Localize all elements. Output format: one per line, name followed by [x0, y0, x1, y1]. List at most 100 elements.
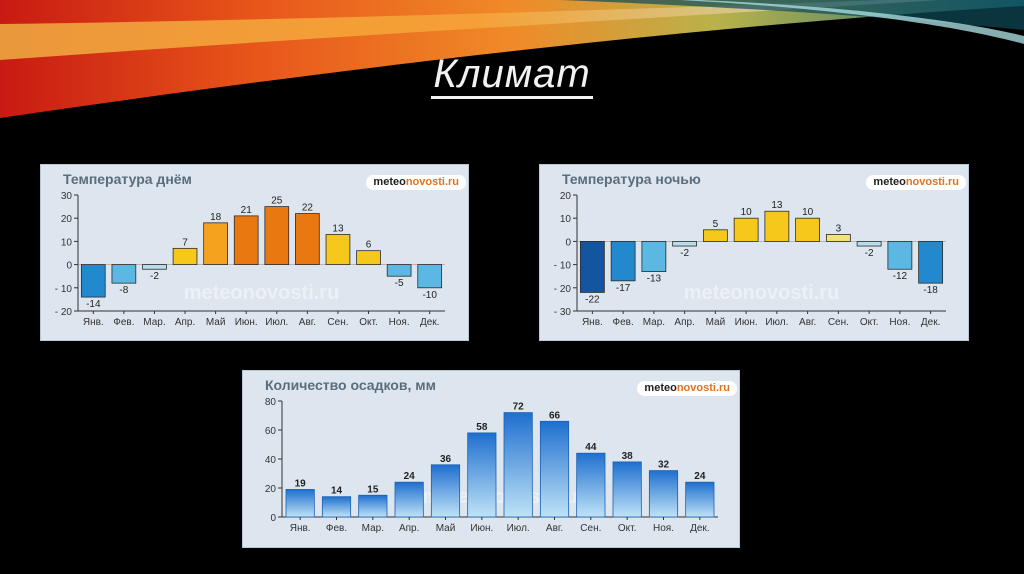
x-tick-label: Фев.: [612, 317, 633, 328]
y-tick-label: 60: [265, 426, 277, 437]
bar-1: [579, 241, 605, 293]
y-tick-label: 0: [270, 513, 276, 524]
bar-8: [295, 213, 320, 266]
watermark-text: meteonovosti.ru: [422, 486, 578, 508]
y-tick-label: 30: [61, 191, 73, 202]
data-label: 38: [622, 451, 634, 462]
bar-1: [285, 489, 315, 518]
bar-7: [764, 210, 790, 242]
data-label: 13: [771, 200, 783, 211]
bar-1: [80, 264, 106, 298]
x-tick-label: Янв.: [290, 523, 311, 534]
y-tick-label: - 20: [55, 307, 73, 318]
data-label: 21: [241, 205, 253, 216]
bar-9: [825, 234, 851, 242]
x-tick-label: Янв.: [582, 317, 603, 328]
data-label: 24: [404, 471, 416, 482]
x-tick-label: Окт.: [618, 523, 637, 534]
bar-4: [394, 481, 424, 518]
data-label: -13: [647, 274, 662, 285]
data-label: 44: [585, 442, 597, 453]
bar-10: [356, 250, 381, 266]
chart-title: Количество осадков, мм: [265, 377, 436, 393]
chart-title: Температура ночью: [562, 171, 701, 187]
x-tick-label: Ноя.: [653, 523, 674, 534]
data-label: 10: [741, 207, 753, 218]
precipitation-chart: Количество осадков, мм meteonovosti.ru m…: [242, 370, 740, 548]
data-label: -2: [865, 248, 874, 259]
bar-7: [264, 206, 290, 265]
watermark-text: meteonovosti.ru: [684, 282, 840, 304]
bar-12: [417, 264, 443, 289]
x-tick-label: Мар.: [362, 523, 384, 534]
data-label: 72: [513, 402, 525, 413]
bar-5: [430, 464, 461, 518]
bar-10: [612, 461, 642, 518]
bar-3: [358, 494, 388, 518]
data-label: 66: [549, 410, 561, 421]
x-tick-label: Авг.: [799, 317, 816, 328]
x-tick-label: Дек.: [690, 523, 710, 534]
bar-3: [142, 264, 167, 270]
bar-10: [856, 241, 882, 247]
x-tick-label: Июл.: [765, 317, 788, 328]
x-tick-label: Апр.: [674, 317, 694, 328]
x-tick-label: Мар.: [643, 317, 665, 328]
x-tick-label: Ноя.: [389, 317, 410, 328]
y-tick-label: 80: [265, 397, 277, 408]
x-tick-label: Май: [706, 317, 726, 328]
x-tick-label: Июл.: [507, 523, 530, 534]
x-tick-label: Сен.: [580, 523, 601, 534]
chart-title: Температура днём: [63, 171, 192, 187]
bar-12: [685, 481, 715, 518]
meteonovosti-logo: meteonovosti.ru: [866, 175, 966, 190]
y-tick-label: - 20: [554, 284, 572, 295]
data-label: 36: [440, 454, 452, 465]
x-tick-label: Дек.: [921, 317, 941, 328]
data-label: -2: [680, 248, 689, 259]
y-tick-label: 10: [560, 214, 572, 225]
data-label: 5: [713, 219, 719, 230]
x-tick-label: Авг.: [299, 317, 316, 328]
x-tick-label: Авг.: [546, 523, 563, 534]
data-label: 18: [210, 212, 222, 223]
bar-3: [641, 241, 667, 272]
data-label: -17: [616, 283, 631, 294]
x-tick-label: Июл.: [265, 317, 288, 328]
x-tick-label: Окт.: [860, 317, 879, 328]
bar-12: [918, 241, 944, 284]
data-label: -10: [422, 290, 437, 301]
bar-8: [795, 217, 821, 242]
bar-6: [467, 432, 497, 518]
y-tick-label: 20: [265, 484, 277, 495]
data-label: 58: [476, 422, 488, 433]
chart-plot: meteonovosti.ru 80 60 40 20 0 19 Янв. 14 Фев. 15 Ма…: [265, 397, 718, 534]
y-tick-label: - 10: [55, 284, 73, 295]
meteonovosti-logo: meteonovosti.ru: [366, 175, 466, 190]
data-label: -12: [893, 271, 908, 282]
x-tick-label: Мар.: [143, 317, 165, 328]
x-tick-label: Май: [436, 523, 456, 534]
y-tick-label: 0: [66, 261, 72, 272]
x-tick-label: Дек.: [420, 317, 440, 328]
bar-6: [233, 215, 259, 266]
data-label: 14: [331, 486, 343, 497]
x-tick-label: Июн.: [735, 317, 758, 328]
x-tick-label: Апр.: [399, 523, 419, 534]
data-label: 15: [367, 484, 379, 495]
chart-plot: meteonovosti.ru 30 20 10 0 - 10 - 20 -14 Янв. -8 Ф…: [55, 191, 445, 328]
x-tick-label: Апр.: [175, 317, 195, 328]
y-tick-label: 40: [265, 455, 277, 466]
data-label: 22: [302, 203, 314, 214]
bar-11: [887, 241, 913, 270]
bar-5: [203, 222, 228, 265]
x-tick-label: Сен.: [327, 317, 348, 328]
watermark-text: meteonovosti.ru: [184, 282, 340, 304]
bar-2: [610, 241, 636, 282]
data-label: 10: [802, 207, 814, 218]
bar-5: [702, 229, 728, 242]
data-label: 25: [271, 196, 283, 207]
data-label: 13: [332, 223, 344, 234]
data-label: 32: [658, 460, 670, 471]
y-tick-label: 0: [565, 237, 571, 248]
